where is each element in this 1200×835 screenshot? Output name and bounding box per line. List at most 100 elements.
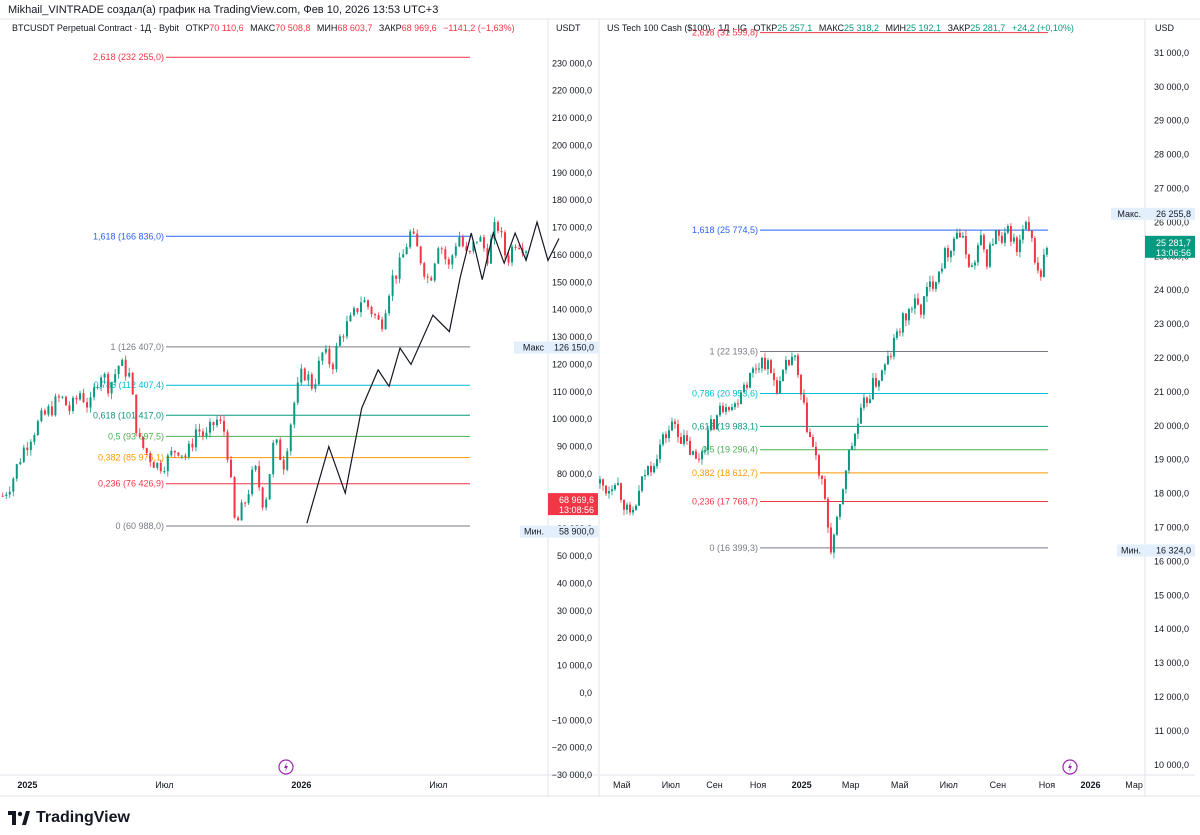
ndx-candle-body — [658, 444, 661, 460]
ndx-candle-body — [874, 378, 877, 387]
ndx-last-price-badge — [1145, 235, 1195, 258]
btc-candle-body — [307, 374, 310, 381]
btc-candle-body — [19, 462, 22, 465]
btc-candle-body — [117, 365, 120, 375]
ndx-candle-body — [856, 423, 859, 434]
ndx-low-value: 25 192,1 — [906, 23, 942, 33]
ndx-y-tick-label: 31 000,0 — [1154, 48, 1189, 58]
tradingview-logo[interactable]: TradingView — [8, 809, 130, 827]
btc-y-tick-label: 210 000,0 — [552, 113, 592, 123]
btc-candle-body — [518, 247, 521, 249]
btc-y-tick-label: 130 000,0 — [552, 332, 592, 342]
btc-candle-body — [286, 451, 289, 470]
btc-candle-body — [458, 236, 461, 247]
btc-candle-body — [377, 315, 380, 320]
ndx-candle-body — [1033, 238, 1036, 263]
btc-candle-body — [152, 462, 155, 468]
ndx-candle-body — [781, 369, 784, 381]
btc-candle-body — [184, 455, 187, 457]
btc-max-badge-bg — [514, 341, 548, 354]
btc-candle-body — [114, 374, 117, 383]
ndx-open-label: ОТКР — [753, 23, 778, 33]
ndx-y-tick-label: 24 000,0 — [1154, 285, 1189, 295]
btc-candle-body — [22, 447, 25, 463]
ndx-candle-body — [745, 384, 748, 388]
ndx-y-tick-label: 11 000,0 — [1155, 726, 1189, 736]
btc-candle-body — [110, 382, 113, 394]
btc-candle-body — [272, 442, 275, 475]
ndx-high-label: МАКС — [818, 23, 844, 33]
ndx-candle-body — [934, 282, 937, 289]
btc-currency-label[interactable]: USDT — [556, 23, 581, 33]
ndx-candle-body — [706, 430, 709, 451]
ndx-candle-body — [742, 384, 745, 393]
btc-fib-level-label: 0,786 (112 407,4) — [94, 380, 164, 390]
ndx-fib-level-label: 0,382 (18 612,7) — [692, 468, 758, 478]
btc-symbol[interactable]: BTCUSDT Perpetual Contract · 1Д · Bybit — [12, 23, 179, 33]
btc-candle-body — [145, 447, 148, 454]
btc-candle-body — [525, 251, 528, 253]
ndx-candle-body — [1003, 232, 1006, 243]
ndx-candle-body — [898, 331, 901, 333]
btc-lightning-icon — [284, 762, 288, 772]
ndx-candle-body — [910, 308, 913, 310]
ndx-candle-body — [904, 313, 907, 321]
ndx-candle-body — [769, 360, 772, 374]
btc-candle-body — [496, 222, 499, 231]
btc-y-tick-label: 170 000,0 — [552, 223, 592, 233]
btc-y-tick-label: 100 000,0 — [552, 414, 592, 424]
ndx-candle-body — [628, 504, 631, 513]
btc-candle-body — [100, 377, 103, 387]
ndx-y-tick-label: 30 000,0 — [1154, 82, 1189, 92]
ndx-candle-body — [865, 397, 868, 403]
ndx-last-price-value: 25 281,7 — [1156, 238, 1191, 248]
btc-candle-body — [12, 478, 15, 492]
btc-candle-body — [331, 364, 334, 370]
ndx-candle-body — [958, 232, 961, 238]
btc-candle-body — [335, 345, 338, 370]
ndx-candle-body — [664, 434, 667, 439]
btc-candle-body — [40, 410, 43, 422]
ndx-candle-body — [991, 244, 994, 246]
btc-candle-body — [423, 263, 426, 277]
ndx-x-tick-label: Мар — [1125, 780, 1143, 790]
ndx-fib-level-label: 0,618 (19 983,1) — [692, 421, 758, 431]
ndx-candle-body — [778, 380, 781, 394]
btc-candle-body — [310, 374, 313, 389]
btc-candle-body — [26, 447, 29, 451]
btc-x-tick-label: 2025 — [17, 780, 37, 790]
ndx-symbol[interactable]: US Tech 100 Cash ($100) · 1Д · IG — [607, 23, 747, 33]
ndx-candle-body — [946, 248, 949, 258]
ndx-lightning-icon — [1068, 762, 1072, 772]
btc-candle-body — [131, 372, 134, 395]
btc-candle-body — [511, 246, 514, 263]
ndx-candle-body — [1024, 221, 1027, 230]
ndx-candle-body — [952, 238, 955, 251]
btc-candle-body — [479, 237, 482, 242]
ndx-x-tick-label: Июл — [940, 780, 958, 790]
btc-candle-body — [89, 397, 92, 408]
ndx-candle-body — [646, 465, 649, 475]
btc-candle-body — [198, 429, 201, 432]
btc-candle-body — [370, 307, 373, 315]
btc-candle-body — [402, 254, 405, 258]
ndx-fib-level-label: 0,786 (20 953,6) — [692, 389, 758, 399]
ndx-candle-body — [784, 360, 787, 370]
ndx-candle-body — [1030, 230, 1033, 239]
ndx-candle-body — [763, 357, 766, 370]
btc-candle-body — [54, 396, 57, 416]
ndx-candle-body — [667, 430, 670, 439]
btc-candle-body — [409, 231, 412, 248]
ndx-x-tick-label: Май — [891, 780, 909, 790]
btc-candle-body — [177, 452, 180, 456]
ndx-currency-label[interactable]: USD — [1155, 23, 1175, 33]
btc-candle-body — [451, 255, 454, 265]
btc-fib-level-label: 0,382 (85 976,1) — [98, 453, 164, 463]
ndx-candle-body — [805, 402, 808, 432]
ndx-candle-body — [715, 415, 718, 430]
btc-candle-body — [71, 397, 74, 412]
btc-candle-body — [254, 465, 257, 470]
btc-candle-body — [96, 386, 99, 388]
btc-candle-body — [57, 396, 60, 398]
